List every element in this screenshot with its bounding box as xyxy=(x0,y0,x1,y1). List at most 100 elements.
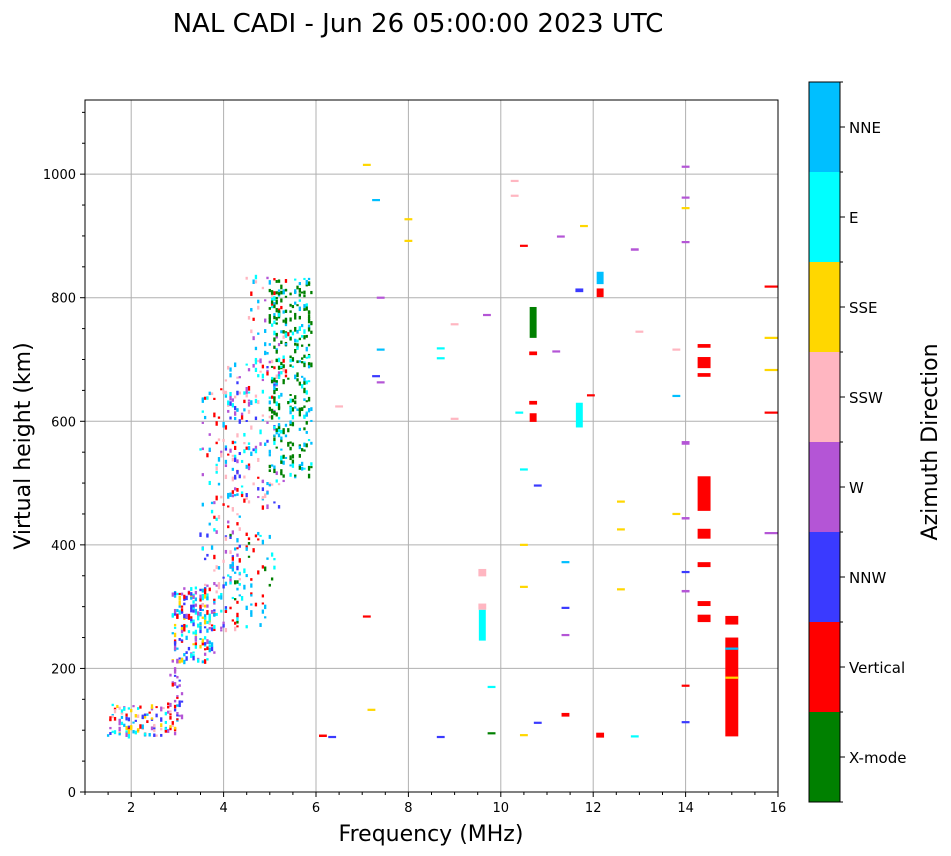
echo-point xyxy=(178,595,181,601)
echo-point xyxy=(291,442,295,447)
echo-point xyxy=(176,711,179,717)
echo-point xyxy=(236,617,239,622)
echo-point xyxy=(273,313,276,317)
echo-point xyxy=(222,390,225,395)
echo-point xyxy=(208,622,211,626)
echo-point xyxy=(169,710,172,713)
echo-point xyxy=(180,633,184,637)
x-tick-label: 2 xyxy=(127,801,135,816)
echo-point xyxy=(266,276,269,280)
echo-point xyxy=(310,362,313,368)
echo-point xyxy=(280,361,283,366)
echo-point xyxy=(173,612,177,616)
echo-point xyxy=(109,732,112,735)
echo-point xyxy=(273,278,276,281)
echo-point xyxy=(261,609,265,614)
echo-point xyxy=(229,535,232,540)
echo-point xyxy=(215,470,218,474)
echo-point xyxy=(224,390,228,395)
echo-point xyxy=(206,533,209,538)
echo-point xyxy=(280,340,283,344)
echo-point xyxy=(284,423,288,427)
echo-point xyxy=(194,608,198,613)
echo-point xyxy=(227,495,230,499)
echo-point xyxy=(227,409,230,413)
echo-point xyxy=(298,360,301,363)
echo-point xyxy=(229,576,232,579)
echo-point xyxy=(201,660,204,664)
echo-point xyxy=(298,409,301,414)
echo-point xyxy=(229,581,232,585)
echo-point xyxy=(203,396,207,400)
echo-point xyxy=(164,720,168,724)
echo-point xyxy=(284,309,288,313)
echo-point xyxy=(298,465,301,470)
echo-point xyxy=(275,374,278,379)
echo-point xyxy=(224,394,228,398)
echo-point xyxy=(231,561,234,567)
echo-point xyxy=(238,452,241,456)
echo-point xyxy=(213,397,216,400)
echo-point xyxy=(220,626,223,630)
echo-point xyxy=(630,248,639,251)
echo-point xyxy=(130,708,133,713)
echo-point xyxy=(291,398,295,403)
echo-point xyxy=(176,592,179,596)
echo-point xyxy=(185,635,188,640)
echo-point xyxy=(289,329,292,333)
echo-point xyxy=(264,350,267,356)
echo-point xyxy=(273,291,276,296)
colorbar-frame xyxy=(808,81,841,803)
echo-point xyxy=(575,402,583,428)
echo-point xyxy=(206,584,209,587)
echo-point xyxy=(273,345,276,349)
echo-point xyxy=(143,713,147,719)
echo-point xyxy=(233,362,237,368)
echo-point xyxy=(247,368,251,372)
echo-point xyxy=(127,725,131,730)
echo-point xyxy=(277,365,281,370)
echo-point xyxy=(143,713,147,717)
echo-point xyxy=(199,611,202,617)
echo-point xyxy=(697,344,711,348)
echo-point xyxy=(185,651,188,654)
echo-point xyxy=(264,342,267,347)
echo-point xyxy=(561,633,570,637)
echo-point xyxy=(173,731,177,736)
echo-point xyxy=(289,337,292,341)
echo-point xyxy=(208,620,211,624)
x-tick-label: 4 xyxy=(219,801,227,816)
echo-point xyxy=(289,472,292,477)
echo-point xyxy=(300,324,304,328)
echo-point xyxy=(697,614,711,623)
echo-point xyxy=(141,724,144,730)
echo-point xyxy=(113,709,117,714)
echo-point xyxy=(310,466,313,469)
colorbar-label-sse: SSE xyxy=(849,299,878,317)
echo-point xyxy=(300,461,304,467)
echo-point xyxy=(478,609,486,641)
echo-point xyxy=(203,583,207,586)
echo-point xyxy=(259,429,262,435)
echo-point xyxy=(307,324,311,330)
echo-point xyxy=(277,406,281,409)
echo-point xyxy=(289,455,292,461)
echo-point xyxy=(227,365,230,370)
echo-point xyxy=(261,414,265,417)
echo-point xyxy=(220,495,223,499)
echo-point xyxy=(277,357,281,363)
echo-point xyxy=(215,584,218,587)
echo-point xyxy=(208,647,211,653)
echo-point xyxy=(183,602,186,606)
echo-point xyxy=(231,403,234,408)
echo-point xyxy=(252,448,255,452)
echo-point xyxy=(176,704,179,707)
echo-point xyxy=(681,570,690,574)
echo-point xyxy=(231,556,234,561)
echo-point xyxy=(243,568,246,574)
echo-point xyxy=(305,356,308,359)
echo-point xyxy=(171,721,174,725)
echo-point xyxy=(213,569,216,572)
echo-point xyxy=(284,456,288,459)
echo-point xyxy=(245,532,248,536)
